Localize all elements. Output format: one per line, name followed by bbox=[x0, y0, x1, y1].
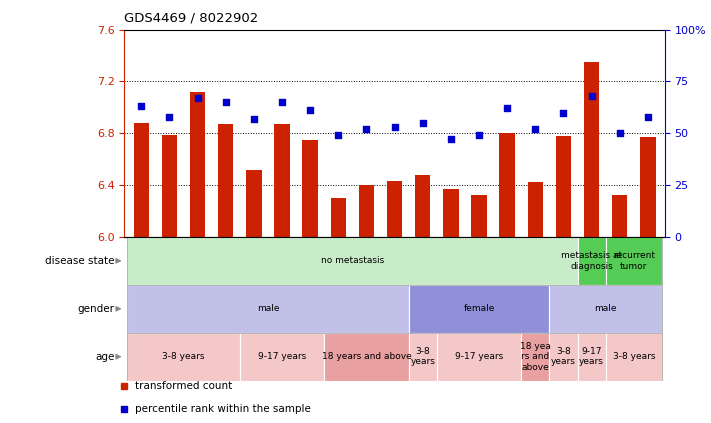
Text: GDS4469 / 8022902: GDS4469 / 8022902 bbox=[124, 12, 259, 25]
Bar bbox=[499, 133, 515, 237]
Bar bbox=[415, 175, 430, 237]
Text: 18 yea
rs and
above: 18 yea rs and above bbox=[520, 342, 551, 372]
Bar bbox=[134, 123, 149, 237]
Bar bbox=[302, 140, 318, 237]
Bar bbox=[274, 124, 290, 237]
Point bbox=[445, 136, 456, 143]
Text: recurrent
tumor: recurrent tumor bbox=[613, 251, 655, 271]
Bar bbox=[246, 170, 262, 237]
Point bbox=[136, 103, 147, 110]
Text: 3-8
years: 3-8 years bbox=[551, 347, 576, 366]
Text: 9-17 years: 9-17 years bbox=[258, 352, 306, 361]
Bar bbox=[550, 333, 577, 381]
Bar bbox=[324, 333, 409, 381]
Bar bbox=[240, 333, 324, 381]
Bar bbox=[443, 189, 459, 237]
Text: 18 years and above: 18 years and above bbox=[321, 352, 412, 361]
Point bbox=[558, 109, 570, 116]
Text: disease state: disease state bbox=[45, 256, 114, 266]
Bar bbox=[127, 237, 577, 285]
Text: 3-8 years: 3-8 years bbox=[613, 352, 655, 361]
Bar bbox=[359, 185, 374, 237]
Text: 3-8 years: 3-8 years bbox=[162, 352, 205, 361]
Bar bbox=[471, 195, 487, 237]
Bar bbox=[612, 195, 628, 237]
Point bbox=[586, 93, 597, 99]
Text: male: male bbox=[257, 304, 279, 313]
Text: gender: gender bbox=[77, 304, 114, 314]
Bar bbox=[528, 182, 543, 237]
Bar bbox=[437, 333, 521, 381]
Point bbox=[642, 113, 653, 120]
Bar bbox=[550, 285, 662, 333]
Bar bbox=[387, 181, 402, 237]
Point bbox=[360, 126, 372, 132]
Text: age: age bbox=[95, 352, 114, 362]
Point bbox=[389, 124, 400, 130]
Bar bbox=[606, 237, 662, 285]
Bar bbox=[606, 333, 662, 381]
Point bbox=[333, 132, 344, 139]
Text: percentile rank within the sample: percentile rank within the sample bbox=[135, 404, 311, 414]
Bar bbox=[218, 124, 233, 237]
Text: male: male bbox=[594, 304, 617, 313]
Point bbox=[248, 115, 260, 122]
Point bbox=[277, 99, 288, 105]
Bar bbox=[331, 198, 346, 237]
Bar bbox=[556, 136, 571, 237]
Text: no metastasis: no metastasis bbox=[321, 256, 384, 265]
Bar bbox=[161, 135, 177, 237]
Bar bbox=[577, 333, 606, 381]
Bar bbox=[640, 137, 656, 237]
Point bbox=[220, 99, 232, 105]
Text: 9-17
years: 9-17 years bbox=[579, 347, 604, 366]
Text: transformed count: transformed count bbox=[135, 382, 232, 391]
Bar bbox=[127, 285, 409, 333]
Text: 9-17 years: 9-17 years bbox=[455, 352, 503, 361]
Bar bbox=[409, 333, 437, 381]
Bar bbox=[190, 92, 205, 237]
Point bbox=[164, 113, 175, 120]
Point bbox=[614, 130, 626, 137]
Point bbox=[304, 107, 316, 114]
Point bbox=[530, 126, 541, 132]
Bar bbox=[409, 285, 550, 333]
Text: female: female bbox=[464, 304, 495, 313]
Bar bbox=[584, 62, 599, 237]
Bar bbox=[521, 333, 550, 381]
Point bbox=[417, 120, 429, 126]
Text: 3-8
years: 3-8 years bbox=[410, 347, 435, 366]
Text: metastasis at
diagnosis: metastasis at diagnosis bbox=[561, 251, 622, 271]
Point bbox=[501, 105, 513, 112]
Point bbox=[474, 132, 485, 139]
Point bbox=[192, 95, 203, 102]
Bar bbox=[127, 333, 240, 381]
Bar bbox=[577, 237, 606, 285]
